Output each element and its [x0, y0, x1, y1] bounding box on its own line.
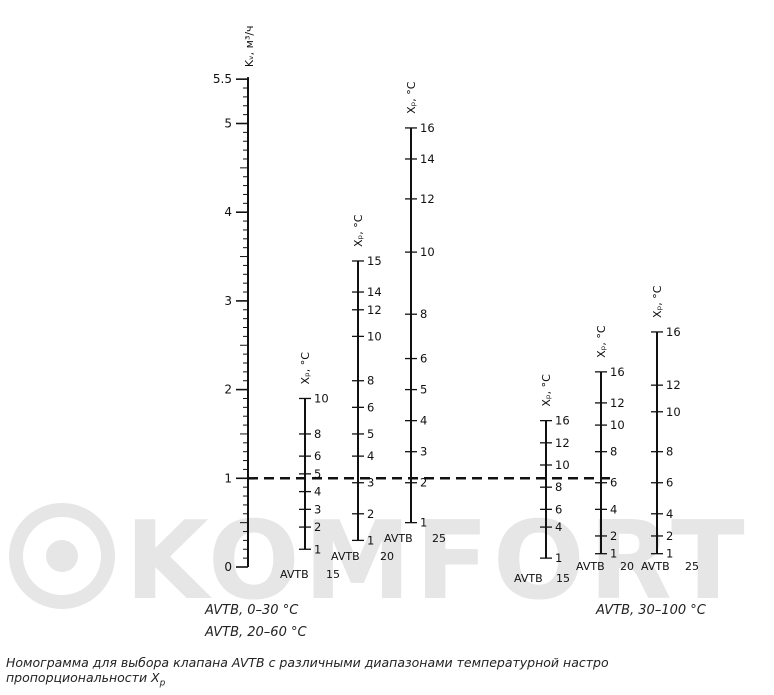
valve-model-label: AVTB	[280, 568, 309, 581]
xp-tick-label: 10	[367, 329, 382, 343]
watermark-logo-icon	[9, 503, 115, 609]
xp-tick-label: 4	[666, 507, 673, 521]
xp-tick-label: 5	[367, 427, 374, 441]
xp-tick-label: 4	[314, 485, 321, 499]
valve-model-label: AVTB	[331, 550, 360, 563]
xp-tick-label: 4	[555, 520, 562, 534]
xp-tick-label: 10	[666, 405, 681, 419]
valve-size-label: 20	[620, 560, 634, 573]
xp-tick-label: 12	[367, 303, 382, 317]
range-label-left-1: AVTB, 0–30 °C	[205, 603, 299, 618]
xp-tick-label: 15	[367, 254, 382, 268]
xp-tick-label: 10	[420, 245, 435, 259]
xp-tick-label: 16	[666, 325, 681, 339]
xp-tick-label: 4	[610, 502, 617, 516]
xp-tick-label: 12	[420, 192, 435, 206]
kv-tick-label: 0	[224, 560, 232, 574]
xp-tick-label: 14	[420, 152, 435, 166]
xp-tick-label: 8	[367, 374, 374, 388]
xp-scale-title: Xₚ, °C	[651, 285, 664, 318]
xp-tick-label: 2	[420, 476, 427, 490]
xp-tick-label: 6	[420, 352, 427, 366]
xp-tick-label: 12	[610, 396, 625, 410]
xp-tick-label: 16	[420, 121, 435, 135]
xp-tick-label: 4	[420, 414, 427, 428]
xp-tick-label: 2	[314, 520, 321, 534]
xp-tick-label: 1	[666, 547, 673, 561]
xp-tick-label: 8	[666, 445, 673, 459]
kv-tick-label: 2	[224, 383, 232, 397]
valve-model-label: AVTB	[514, 572, 543, 585]
xp-tick-label: 1	[610, 547, 617, 561]
kv-tick-label: 1	[224, 471, 232, 485]
valve-size-label: 20	[380, 550, 394, 563]
xp-tick-label: 3	[314, 502, 321, 516]
xp-tick-label: 8	[420, 307, 427, 321]
xp-tick-label: 12	[555, 436, 570, 450]
xp-tick-label: 1	[420, 516, 427, 530]
xp-tick-label: 10	[610, 418, 625, 432]
xp-tick-label: 8	[555, 480, 562, 494]
valve-model-label: AVTB	[384, 532, 413, 545]
kv-tick-label: 4	[224, 205, 232, 219]
xp-tick-label: 5	[420, 383, 427, 397]
xp-tick-label: 1	[367, 533, 374, 547]
xp-tick-label: 3	[420, 445, 427, 459]
xp-tick-label: 16	[555, 414, 570, 428]
xp-tick-label: 6	[555, 502, 562, 516]
valve-size-label: 25	[432, 532, 446, 545]
xp-scale-title: Xₚ, °C	[405, 81, 418, 114]
xp-tick-label: 16	[610, 365, 625, 379]
valve-model-label: AVTB	[576, 560, 605, 573]
valve-size-label: 15	[326, 568, 340, 581]
xp-tick-label: 8	[610, 445, 617, 459]
xp-tick-label: 1	[555, 551, 562, 565]
xp-tick-label: 2	[610, 529, 617, 543]
xp-scale-title: Xₚ, °C	[352, 214, 365, 247]
caption-line-1: Номограмма для выбора клапана AVTB с раз…	[6, 655, 609, 670]
xp-tick-label: 6	[314, 449, 321, 463]
xp-tick-label: 6	[367, 400, 374, 414]
xp-scale-title: Xₚ, °C	[595, 325, 608, 358]
valve-size-label: 25	[685, 560, 699, 573]
xp-tick-label: 2	[666, 529, 673, 543]
watermark-text: KOMFORT	[125, 500, 749, 610]
xp-tick-label: 4	[367, 449, 374, 463]
range-label-right: AVTB, 30–100 °C	[596, 603, 706, 618]
figure-caption: Номограмма для выбора клапана AVTB с раз…	[6, 655, 774, 692]
watermark: KOMFORT	[9, 500, 749, 610]
kv-tick-label: 3	[224, 294, 232, 308]
caption-line-2: пропорциональности Xp	[6, 670, 166, 689]
xp-tick-label: 10	[314, 391, 329, 405]
xp-tick-label: 8	[314, 427, 321, 441]
xp-scale-title: Xₚ, °C	[540, 374, 553, 407]
kv-tick-label: 5.5	[213, 72, 232, 86]
kv-tick-label: 5	[224, 117, 232, 131]
xp-tick-label: 12	[666, 378, 681, 392]
valve-size-label: 15	[556, 572, 570, 585]
xp-tick-label: 3	[367, 476, 374, 490]
valve-model-label: AVTB	[641, 560, 670, 573]
xp-tick-label: 5	[314, 467, 321, 481]
xp-tick-label: 6	[610, 476, 617, 490]
xp-tick-label: 2	[367, 507, 374, 521]
xp-tick-label: 1	[314, 542, 321, 556]
kv-axis-title: Kᵥ, м³/ч	[243, 25, 256, 67]
range-label-left-2: AVTB, 20–60 °C	[205, 625, 307, 640]
xp-tick-label: 10	[555, 458, 570, 472]
xp-tick-label: 6	[666, 476, 673, 490]
xp-tick-label: 14	[367, 285, 382, 299]
xp-scale-title: Xₚ, °C	[299, 352, 312, 385]
